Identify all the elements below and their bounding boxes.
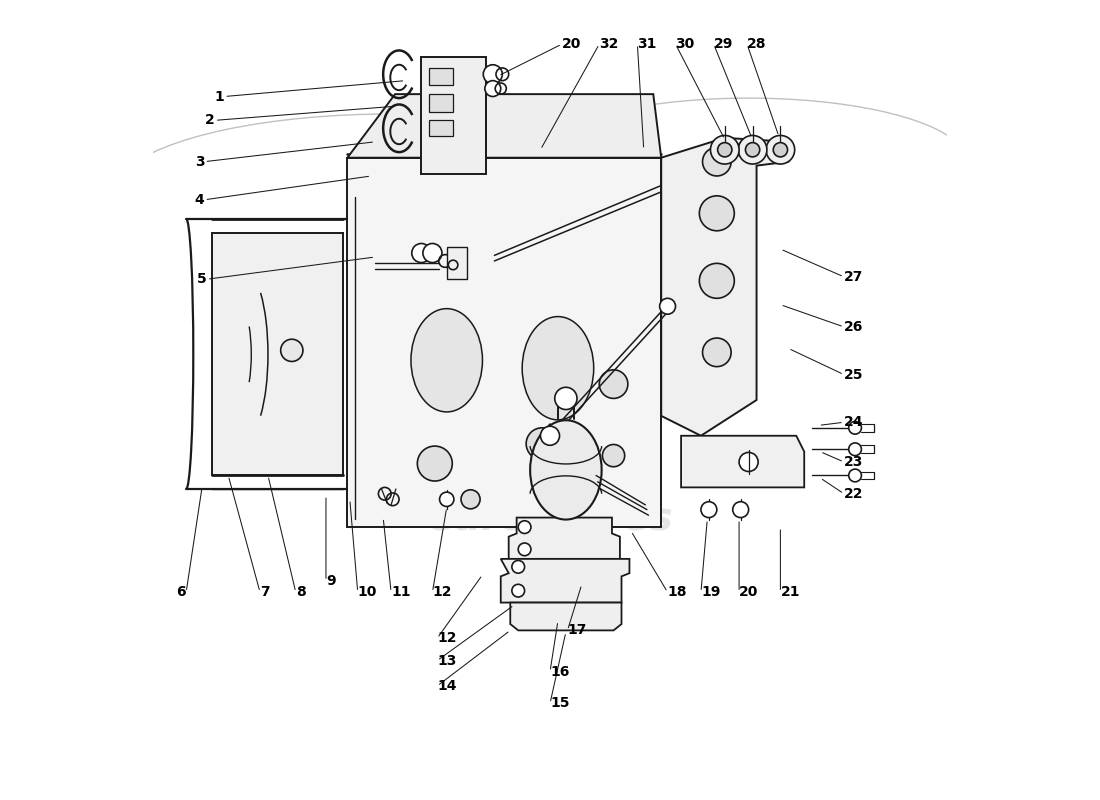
Circle shape (422, 243, 442, 262)
Circle shape (554, 387, 578, 410)
Bar (348, 158, 661, 527)
Polygon shape (500, 559, 629, 602)
Circle shape (411, 243, 431, 262)
Text: 12: 12 (437, 631, 456, 646)
Text: 20: 20 (739, 586, 759, 599)
Circle shape (733, 502, 749, 518)
Circle shape (512, 561, 525, 573)
Circle shape (280, 339, 302, 362)
Text: 19: 19 (701, 586, 721, 599)
Circle shape (518, 543, 531, 556)
Circle shape (849, 469, 861, 482)
Text: 6: 6 (176, 586, 186, 599)
Circle shape (849, 422, 861, 434)
Text: 9: 9 (326, 574, 336, 588)
Circle shape (540, 426, 560, 446)
Circle shape (600, 370, 628, 398)
Polygon shape (508, 518, 620, 559)
Circle shape (849, 443, 861, 456)
Circle shape (703, 338, 732, 366)
Text: 25: 25 (844, 367, 864, 382)
Circle shape (766, 135, 794, 164)
Text: 11: 11 (392, 586, 410, 599)
Polygon shape (540, 424, 560, 448)
Circle shape (739, 453, 758, 471)
Text: 29: 29 (714, 37, 733, 51)
Bar (429, 94, 453, 112)
Text: eurospares: eurospares (427, 500, 673, 538)
Text: 15: 15 (550, 697, 570, 710)
Text: 4: 4 (195, 193, 205, 206)
Circle shape (700, 263, 735, 298)
Text: 27: 27 (844, 270, 864, 284)
Circle shape (485, 81, 501, 97)
Bar (429, 120, 453, 136)
Text: 24: 24 (844, 415, 864, 430)
Text: 23: 23 (844, 455, 864, 469)
Text: 21: 21 (780, 586, 800, 599)
Circle shape (773, 142, 788, 157)
Circle shape (701, 502, 717, 518)
Circle shape (717, 142, 732, 157)
Polygon shape (681, 436, 804, 487)
Circle shape (738, 135, 767, 164)
Text: 20: 20 (562, 37, 581, 51)
Text: 28: 28 (747, 37, 767, 51)
Circle shape (417, 446, 452, 481)
Text: 16: 16 (550, 665, 570, 678)
Circle shape (512, 584, 525, 597)
Circle shape (660, 298, 675, 314)
Circle shape (746, 142, 760, 157)
Polygon shape (661, 138, 789, 436)
Text: 31: 31 (637, 37, 657, 51)
Circle shape (703, 147, 732, 176)
Bar (421, 57, 486, 174)
Ellipse shape (411, 309, 483, 412)
Text: 14: 14 (437, 679, 456, 693)
Bar (212, 233, 343, 475)
Circle shape (440, 492, 454, 506)
Text: 3: 3 (195, 154, 205, 169)
Text: 32: 32 (600, 37, 618, 51)
Circle shape (483, 65, 503, 84)
Text: 7: 7 (260, 586, 270, 599)
Bar (447, 247, 466, 279)
Polygon shape (348, 94, 661, 158)
Circle shape (700, 196, 735, 230)
Text: 5: 5 (197, 272, 207, 286)
Text: 18: 18 (668, 586, 688, 599)
Circle shape (711, 135, 739, 164)
Circle shape (461, 490, 480, 509)
Text: 10: 10 (358, 586, 377, 599)
Text: 2: 2 (205, 114, 214, 127)
Text: 17: 17 (568, 623, 587, 638)
Bar (429, 68, 453, 86)
Text: 12: 12 (432, 586, 452, 599)
Circle shape (526, 428, 558, 459)
Text: 26: 26 (844, 320, 864, 334)
Circle shape (603, 445, 625, 466)
Text: 30: 30 (675, 37, 695, 51)
Text: 13: 13 (437, 654, 456, 667)
Polygon shape (510, 602, 622, 630)
Text: 8: 8 (296, 586, 306, 599)
Text: eurospares: eurospares (427, 206, 673, 244)
Ellipse shape (530, 420, 602, 519)
Circle shape (518, 521, 531, 534)
Text: 22: 22 (844, 486, 864, 501)
Text: 1: 1 (214, 90, 224, 103)
Ellipse shape (522, 317, 594, 420)
